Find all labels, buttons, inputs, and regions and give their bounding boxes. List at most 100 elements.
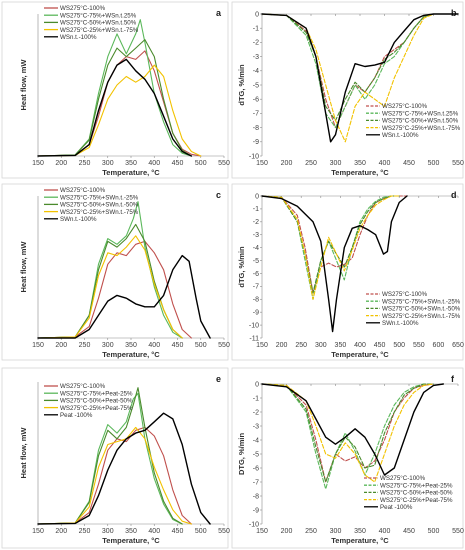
- y-tick-label: -1: [253, 206, 259, 213]
- x-tick-label: 250: [79, 160, 91, 167]
- legend-entry: Peat -100%: [60, 412, 93, 419]
- legend-entry: WS275°C-50%+SWn.t.-50%: [382, 306, 461, 313]
- y-tick-label: -6: [253, 465, 259, 472]
- legend-entry: SWn.t.-100%: [382, 320, 419, 327]
- x-axis-title: Temperature, °C: [102, 168, 160, 177]
- panel-letter: b: [451, 8, 457, 18]
- x-tick-label: 500: [195, 160, 207, 167]
- y-tick-label: 0: [255, 193, 259, 200]
- x-tick-label: 150: [256, 160, 268, 167]
- panel-letter: a: [216, 8, 222, 18]
- legend-entry: WS275°C-25%+Peat-75%: [60, 405, 133, 412]
- legend-entry: WS275°C-25%+SWn.t.-75%: [382, 313, 461, 320]
- legend-entry: WS275°C-25%+SWn.t.-75%: [60, 209, 139, 216]
- series-line-5: [37, 58, 193, 157]
- y-tick-label: -6: [253, 97, 259, 104]
- legend-entry: WS275°C-100%: [60, 383, 106, 390]
- y-tick-label: -2: [253, 409, 259, 416]
- legend-entry: WSn.t.-100%: [382, 132, 419, 139]
- x-tick-label: 300: [330, 160, 342, 167]
- x-tick-label: 250: [305, 528, 317, 535]
- y-axis-title: dTG, %/min: [237, 64, 246, 106]
- y-tick-label: -10: [249, 322, 259, 329]
- series-line-4: [261, 383, 435, 483]
- x-tick-label: 350: [125, 342, 137, 349]
- legend-entry: WS275°C-100%: [382, 103, 428, 110]
- x-tick-label: 450: [172, 528, 184, 535]
- legend-entry: WS275°C-100%: [60, 187, 106, 194]
- series-line-5: [37, 254, 211, 339]
- x-tick-label: 550: [218, 160, 230, 167]
- x-tick-label: 600: [433, 342, 445, 349]
- series-line-1: [37, 240, 192, 339]
- x-tick-label: 350: [354, 160, 366, 167]
- x-tick-label: 550: [452, 528, 464, 535]
- x-tick-label: 450: [403, 528, 415, 535]
- y-tick-label: -9: [253, 309, 259, 316]
- series-line-5: [261, 13, 459, 143]
- y-axis-title: Heat flow, mW: [19, 59, 28, 111]
- y-tick-label: -2: [253, 219, 259, 226]
- x-tick-label: 300: [102, 528, 114, 535]
- y-tick-label: -4: [253, 245, 259, 252]
- panel-frame: [231, 1, 464, 179]
- legend-entry: WS275°C-50%+WSn.t.50%: [382, 118, 459, 125]
- series-line-5: [261, 383, 444, 476]
- legend-entry: WS275°C-100%: [380, 475, 426, 482]
- y-tick-label: -8: [253, 493, 259, 500]
- y-tick-label: -3: [253, 423, 259, 430]
- y-tick-label: -4: [253, 437, 259, 444]
- legend-entry: WS275°C-50%+SWn.t.-50%: [60, 202, 139, 209]
- legend-entry: SWn.t.-100%: [60, 216, 97, 223]
- x-tick-label: 300: [330, 528, 342, 535]
- series-line-3: [261, 383, 435, 483]
- legend-entry: WS275°C-50%+Peat-50%: [60, 398, 133, 405]
- y-tick-label: -5: [253, 82, 259, 89]
- series-line-4: [261, 195, 400, 300]
- x-tick-label: 500: [428, 160, 440, 167]
- chart-panel-c: 150 200 250 300 350 400 450 500 550 Temperature, …: [1, 183, 230, 361]
- y-tick-label: -7: [253, 284, 259, 291]
- panel-frame: [1, 1, 229, 179]
- y-tick-label: -11: [249, 335, 259, 342]
- x-tick-label: 200: [55, 342, 67, 349]
- x-tick-label: 200: [281, 528, 293, 535]
- y-tick-label: -6: [253, 271, 259, 278]
- x-tick-label: 550: [452, 160, 464, 167]
- x-tick-label: 150: [256, 528, 268, 535]
- legend-entry: WS275°C-75%+SWn.t.-25%: [60, 194, 139, 201]
- panel-letter: c: [216, 190, 221, 200]
- y-tick-label: -7: [253, 479, 259, 486]
- x-axis-title: Temperature, °C: [331, 168, 389, 177]
- series-line-4: [37, 426, 192, 525]
- legend-entry: Peat -100%: [380, 504, 413, 511]
- series-line-3: [37, 39, 192, 157]
- x-tick-label: 450: [172, 342, 184, 349]
- y-axis-title: Heat flow, mW: [19, 427, 28, 479]
- x-tick-label: 500: [393, 342, 405, 349]
- y-tick-label: 0: [255, 11, 259, 18]
- panel-frame: [231, 367, 464, 549]
- y-tick-label: -5: [253, 451, 259, 458]
- x-tick-label: 400: [354, 342, 366, 349]
- legend-entry: WS275°C-50%+WSn.t.50%: [60, 20, 137, 27]
- x-tick-label: 400: [379, 528, 391, 535]
- x-tick-label: 250: [295, 342, 307, 349]
- y-tick-label: -8: [253, 125, 259, 132]
- x-axis-title: Temperature, °C: [102, 536, 160, 545]
- panel-frame: [1, 183, 229, 361]
- legend-entry: WS275°C-75%+Peat-25%: [380, 482, 453, 489]
- y-tick-label: -3: [253, 232, 259, 239]
- y-axis-title: dTG, %/min: [237, 246, 246, 288]
- x-tick-label: 400: [379, 160, 391, 167]
- y-axis-title: Heat flow, mW: [19, 241, 28, 293]
- legend-entry: WS275°C-50%+Peat-50%: [380, 490, 453, 497]
- legend-entry: WS275°C-100%: [382, 291, 428, 298]
- panel-letter: d: [451, 190, 457, 200]
- legend-entry: WS275°C-25%+Peat-75%: [380, 497, 453, 504]
- x-tick-label: 200: [55, 160, 67, 167]
- panel-letter: e: [216, 374, 221, 384]
- chart-panel-d: 150 200 250 300 350 400 450 500 550 600 650 0 -1 -2 -3…: [231, 183, 464, 361]
- x-tick-label: 400: [148, 528, 160, 535]
